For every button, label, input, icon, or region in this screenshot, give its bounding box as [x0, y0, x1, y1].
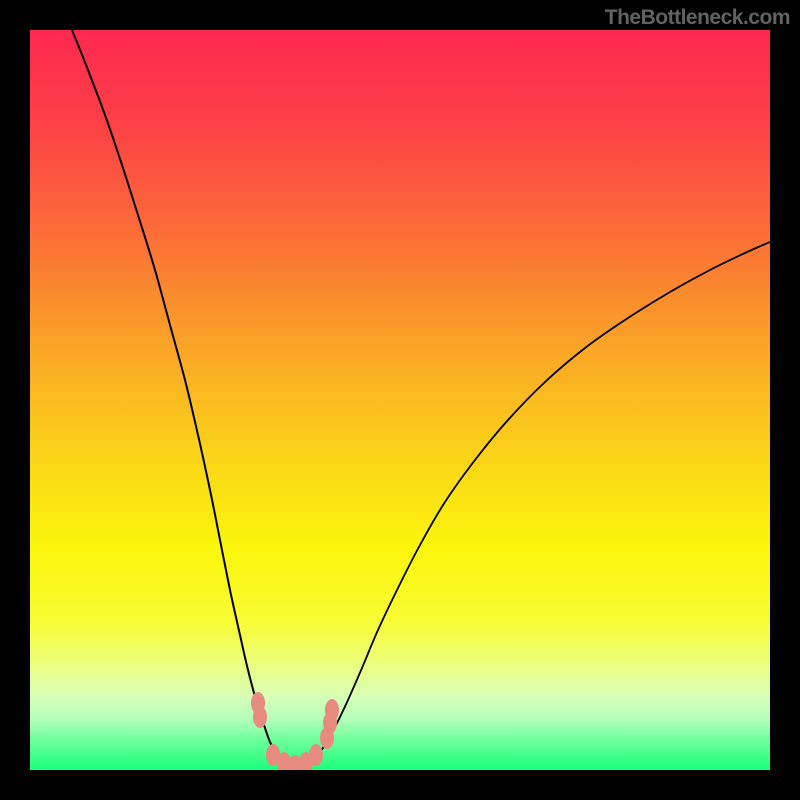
- data-marker: [325, 699, 339, 721]
- chart-container: TheBottleneck.com: [0, 0, 800, 800]
- data-marker: [309, 744, 323, 766]
- data-marker: [253, 706, 267, 728]
- gradient-background: [30, 30, 770, 770]
- watermark-text: TheBottleneck.com: [605, 6, 790, 30]
- plot-area: [30, 30, 770, 770]
